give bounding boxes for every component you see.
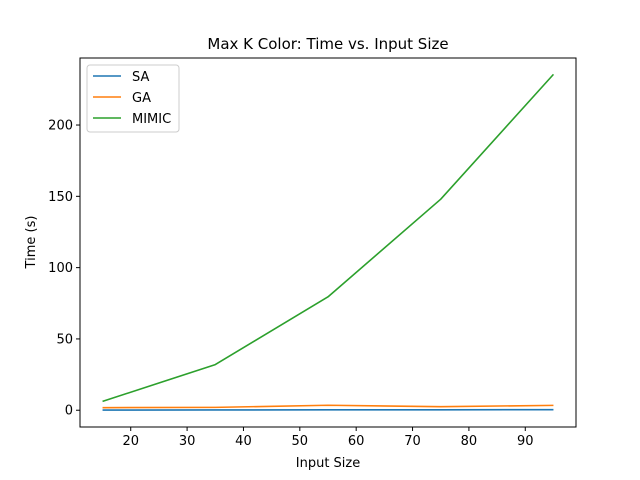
series-line-ga xyxy=(102,404,554,409)
x-tick-label: 80 xyxy=(461,434,478,449)
legend-label-ga: GA xyxy=(132,91,151,106)
y-tick-label: 200 xyxy=(48,119,73,134)
series-line-mimic xyxy=(102,73,555,403)
x-tick-label: 60 xyxy=(348,434,365,449)
y-tick-label: 0 xyxy=(65,404,73,419)
series-lines xyxy=(102,73,555,411)
chart-title: Max K Color: Time vs. Input Size xyxy=(207,35,448,53)
legend-label-sa: SA xyxy=(132,70,149,85)
legend-label-mimic: MIMIC xyxy=(132,112,171,127)
y-axis-label: Time (s) xyxy=(24,216,39,270)
x-tick-label: 40 xyxy=(235,434,252,449)
x-tick-label: 20 xyxy=(122,434,139,449)
legend-box xyxy=(86,64,180,133)
x-axis: 20 30 40 50 60 70 80 90 xyxy=(122,427,534,449)
y-axis: 0 50 100 150 200 xyxy=(48,119,80,419)
plot-frame xyxy=(79,57,577,428)
x-axis-label: Input Size xyxy=(296,456,360,471)
legend: SA GA MIMIC xyxy=(86,64,180,133)
y-tick-label: 150 xyxy=(48,190,73,205)
x-tick-label: 50 xyxy=(292,434,309,449)
x-tick-label: 90 xyxy=(517,434,534,449)
x-tick-label: 70 xyxy=(404,434,421,449)
y-tick-label: 50 xyxy=(56,332,73,347)
x-tick-label: 30 xyxy=(179,434,196,449)
y-tick-label: 100 xyxy=(48,261,73,276)
